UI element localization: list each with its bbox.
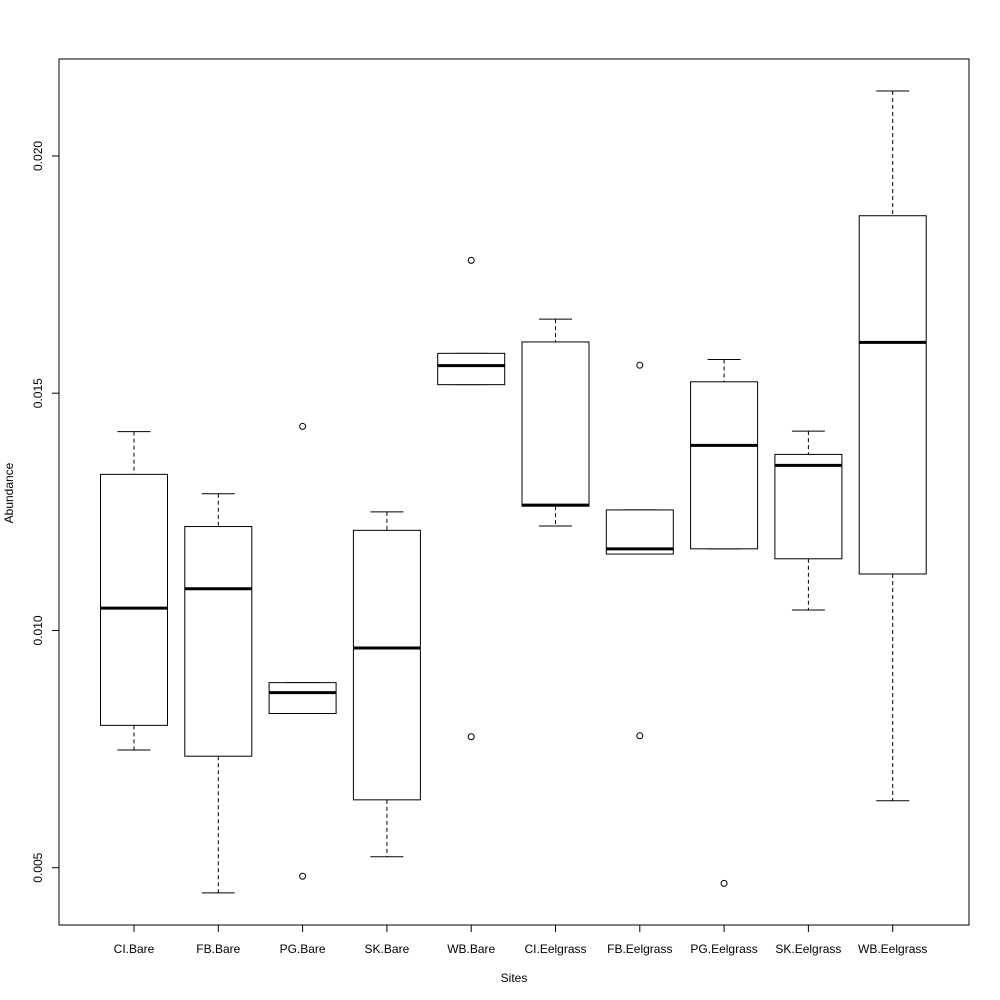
iqr-box	[100, 473, 168, 726]
y-tick-label: 0.010	[31, 615, 45, 645]
box-FB.Bare	[184, 493, 253, 894]
box-WB.Eelgrass	[858, 90, 927, 802]
outlier-point	[467, 733, 475, 741]
x-tick-label: PG.Bare	[280, 942, 326, 956]
x-tick-label: WB.Bare	[447, 942, 495, 956]
box-WB.Bare	[437, 256, 506, 741]
boxes-layer	[100, 90, 927, 894]
outlier-point	[636, 732, 644, 740]
box-SK.Eelgrass	[774, 430, 843, 611]
box-FB.Eelgrass	[605, 361, 674, 740]
x-tick-label: FB.Bare	[196, 942, 240, 956]
x-tick-label: CI.Bare	[114, 942, 155, 956]
box-SK.Bare	[352, 511, 421, 858]
outlier-point	[299, 422, 307, 430]
y-axis-title: Abundance	[2, 462, 16, 523]
y-tick-label: 0.005	[31, 852, 45, 882]
iqr-box	[184, 526, 253, 757]
iqr-box	[437, 352, 506, 386]
iqr-box	[521, 341, 590, 507]
x-axis: CI.Bare FB.Bare PG.Bare SK.Bare WB.Bare CI.Ee…	[114, 924, 927, 956]
iqr-box	[605, 509, 674, 555]
y-tick-label: 0.020	[31, 141, 45, 171]
x-tick-label: PG.Eelgrass	[690, 942, 757, 956]
box-PG.Bare	[268, 422, 337, 880]
outlier-point	[636, 361, 644, 369]
x-tick-label: WB.Eelgrass	[858, 942, 927, 956]
iqr-box	[268, 682, 337, 714]
x-tick-label: FB.Eelgrass	[607, 942, 672, 956]
iqr-box	[690, 381, 759, 550]
box-CI.Bare	[100, 431, 168, 751]
x-tick-label: CI.Eelgrass	[524, 942, 586, 956]
box-PG.Eelgrass	[690, 359, 759, 887]
y-axis: 0.005 0.010 0.015 0.020	[31, 141, 60, 883]
iqr-box	[352, 529, 421, 801]
x-axis-title: Sites	[501, 971, 528, 985]
x-tick-label: SK.Eelgrass	[775, 942, 841, 956]
iqr-box	[858, 215, 927, 575]
x-tick-label: SK.Bare	[365, 942, 410, 956]
y-tick-label: 0.015	[31, 378, 45, 408]
outlier-point	[467, 256, 475, 264]
outlier-point	[299, 872, 307, 880]
outlier-point	[720, 879, 728, 887]
box-CI.Eelgrass	[521, 318, 590, 527]
iqr-box	[774, 453, 843, 560]
